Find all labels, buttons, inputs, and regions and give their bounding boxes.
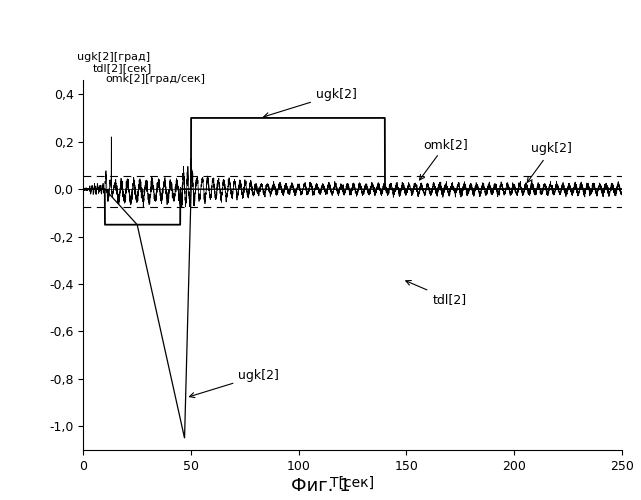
- X-axis label: T[сек]: T[сек]: [331, 476, 374, 490]
- Text: tdl[2]: tdl[2]: [406, 280, 467, 306]
- Text: omk[2][град/сек]: omk[2][град/сек]: [106, 74, 206, 85]
- Text: ugk[2]: ugk[2]: [190, 369, 279, 398]
- Text: ugk[2][град]: ugk[2][град]: [77, 52, 150, 62]
- Text: Фиг. 1: Фиг. 1: [290, 477, 351, 495]
- Text: tdl[2][сек]: tdl[2][сек]: [93, 64, 152, 74]
- Text: ugk[2]: ugk[2]: [528, 142, 572, 182]
- Text: ugk[2]: ugk[2]: [264, 88, 357, 118]
- Text: omk[2]: omk[2]: [420, 138, 469, 180]
